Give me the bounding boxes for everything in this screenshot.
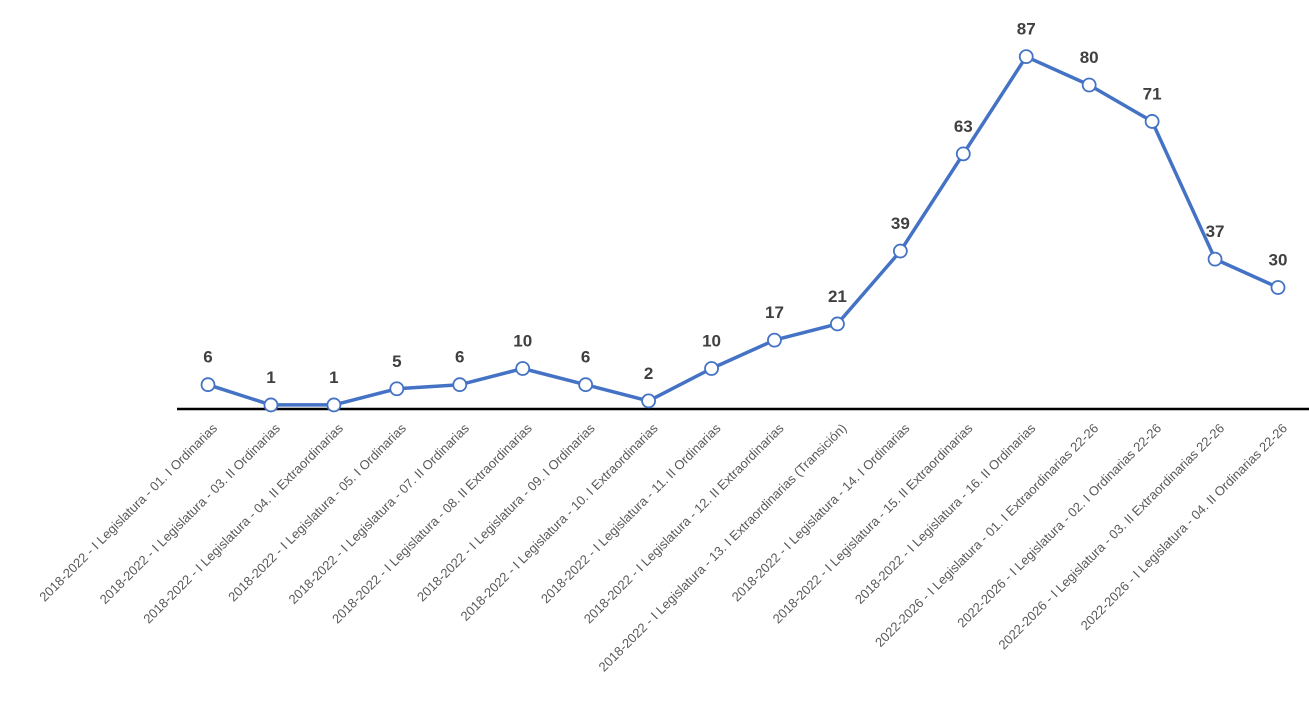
data-label: 1 xyxy=(266,368,275,387)
data-label: 2 xyxy=(644,364,653,383)
data-point xyxy=(515,361,531,376)
data-label: 1 xyxy=(329,368,338,387)
data-point xyxy=(704,361,719,376)
data-point xyxy=(1207,251,1223,267)
data-point xyxy=(830,316,845,332)
data-point xyxy=(1144,114,1160,129)
data-label: 10 xyxy=(513,332,532,351)
data-label-layer: 6 1 1 5 6 10 6 2 10 17 21 39 63 87 80 71 37 30 xyxy=(203,20,1287,387)
data-label: 5 xyxy=(392,352,401,371)
x-tick-label: 2022-2026 - I Legislatura - 01. I Extrao… xyxy=(872,421,1101,650)
data-label: 6 xyxy=(455,348,464,367)
data-point xyxy=(1018,49,1034,65)
data-point xyxy=(955,146,971,162)
data-label: 6 xyxy=(203,348,212,367)
data-label: 87 xyxy=(1017,20,1036,39)
data-label: 17 xyxy=(765,303,784,322)
series-line xyxy=(206,54,1280,407)
data-label: 71 xyxy=(1143,84,1162,103)
data-point xyxy=(1270,280,1286,295)
data-point xyxy=(389,381,405,397)
data-point xyxy=(578,377,594,393)
marker-layer xyxy=(200,49,1286,413)
data-label: 80 xyxy=(1080,48,1099,67)
x-tick-label: 2018-2022 - I Legislatura - 13. I Extrao… xyxy=(596,421,850,675)
data-label: 21 xyxy=(828,287,847,306)
data-label: 39 xyxy=(891,214,910,233)
data-point xyxy=(892,243,908,259)
data-label: 10 xyxy=(702,332,721,351)
data-point xyxy=(263,397,279,413)
data-point xyxy=(452,377,468,393)
x-tick-label: 2022-2026 - I Legislatura - 03. II Extra… xyxy=(995,421,1227,653)
data-point xyxy=(641,393,656,409)
line-layer xyxy=(206,54,1280,407)
tick-label-layer: 2018-2022 - I Legislatura - 01. I Ordina… xyxy=(36,420,1290,674)
data-point xyxy=(326,397,342,413)
data-label: 63 xyxy=(954,117,973,136)
data-label: 37 xyxy=(1206,222,1225,241)
data-point xyxy=(200,377,216,393)
data-point xyxy=(767,332,782,348)
data-point xyxy=(1081,77,1097,93)
data-label: 30 xyxy=(1269,251,1288,270)
data-label: 6 xyxy=(581,348,590,367)
